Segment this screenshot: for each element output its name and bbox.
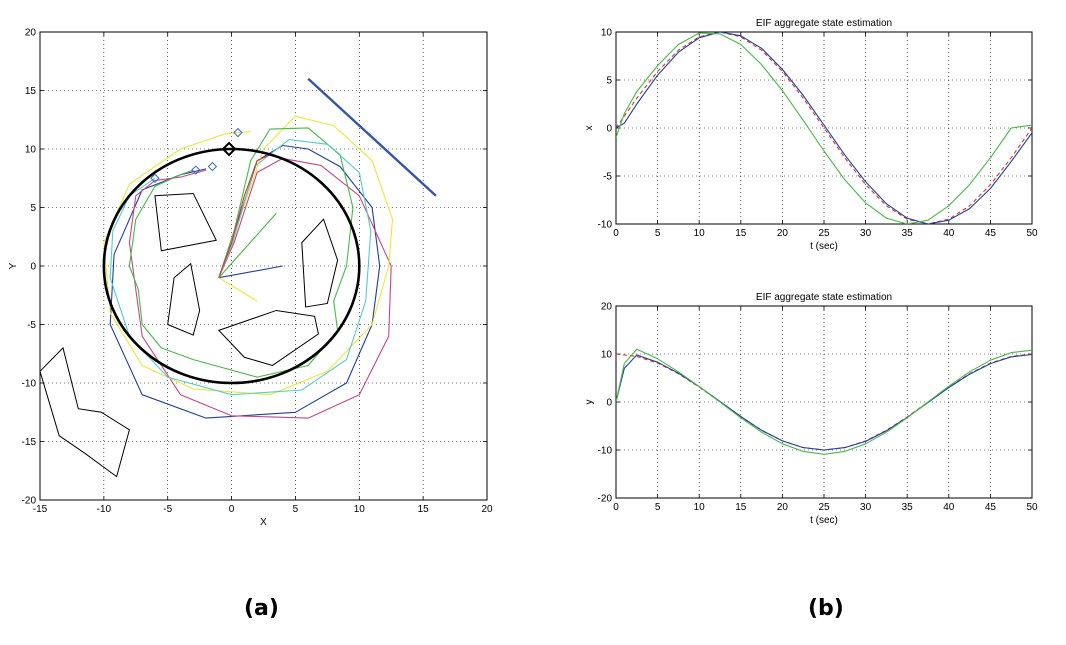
x-axis-label: t (sec) — [810, 515, 838, 526]
y-tick-label: -5 — [603, 172, 612, 183]
y-tick-label: 5 — [606, 76, 612, 87]
y-tick-label: -20 — [598, 494, 613, 505]
x-tick-label: 45 — [985, 228, 997, 239]
series-line — [218, 265, 283, 279]
series-line — [218, 212, 277, 279]
y-tick-label: 10 — [601, 350, 613, 361]
agent-marker — [150, 173, 160, 183]
target-marker — [221, 141, 237, 157]
y-tick-label: 15 — [25, 86, 37, 97]
obstacle-polygon — [154, 192, 217, 252]
x-tick-label: 30 — [860, 228, 872, 239]
y-axis-label: Y — [8, 262, 19, 269]
x-tick-label: -5 — [163, 504, 172, 515]
y-tick-label: 10 — [25, 145, 37, 156]
y-tick-label: 20 — [25, 28, 37, 39]
agent-marker — [191, 165, 201, 175]
y-tick-label: 10 — [601, 28, 613, 39]
x-tick-label: 45 — [985, 502, 997, 513]
x-tick-label: -10 — [97, 504, 112, 515]
plot-title: EIF aggregate state estimation — [756, 18, 892, 29]
y-tick-label: -5 — [27, 320, 36, 331]
y-tick-label: -10 — [598, 446, 613, 457]
obstacle-polygon — [301, 218, 339, 308]
plot-area — [40, 77, 437, 478]
series-line — [616, 32, 1032, 224]
agent-marker — [233, 127, 243, 138]
x-tick-label: 50 — [1026, 228, 1038, 239]
y-axis-label: y — [584, 400, 595, 405]
y-tick-label: 0 — [606, 124, 612, 135]
x-tick-label: 15 — [418, 504, 430, 515]
agent-marker — [207, 161, 218, 172]
x-tick-label: 15 — [735, 502, 747, 513]
x-tick-label: 40 — [943, 228, 955, 239]
x-tick-label: 10 — [694, 228, 706, 239]
series-line — [218, 277, 258, 302]
x-axis-label: X — [260, 517, 267, 528]
caption-b: (b) — [808, 596, 844, 621]
y-tick-label: -20 — [22, 496, 37, 507]
plot-frame — [39, 31, 488, 501]
x-tick-label: 5 — [655, 502, 661, 513]
series-line — [616, 353, 1032, 451]
x-tick-label: 25 — [818, 502, 830, 513]
y-tick-label: -10 — [598, 220, 613, 231]
y-tick-label: 0 — [30, 262, 36, 273]
series-line — [103, 115, 394, 396]
x-tick-label: 20 — [777, 228, 789, 239]
obstacle-polygon — [40, 346, 130, 478]
obstacle-polygon — [167, 262, 201, 336]
y-tick-label: -15 — [22, 437, 37, 448]
series-line — [218, 154, 271, 278]
series-line — [109, 139, 372, 396]
x-tick-label: 20 — [481, 504, 493, 515]
x-tick-label: -15 — [33, 504, 48, 515]
y-estimation-plot: 0 5 10 15 20 25 30 35 40 45 50 -20 -10 0 10 20 t (sec) y E… — [584, 292, 1038, 526]
plot-area — [616, 32, 1032, 224]
x-axis-label: t (sec) — [810, 241, 838, 252]
y-tick-label: 5 — [30, 203, 36, 214]
y-axis-label: x — [584, 126, 595, 131]
x-tick-label: 30 — [860, 502, 872, 513]
x-tick-label: 35 — [902, 502, 914, 513]
x-tick-label: 40 — [943, 502, 955, 513]
y-tick-label: -10 — [22, 379, 37, 390]
caption-a: (a) — [244, 596, 279, 621]
x-tick-label: 25 — [818, 228, 830, 239]
x-tick-label: 20 — [777, 502, 789, 513]
x-tick-label: 10 — [354, 504, 366, 515]
series-line — [128, 127, 354, 378]
x-tick-label: 10 — [694, 502, 706, 513]
plot-title: EIF aggregate state estimation — [756, 292, 892, 303]
x-tick-label: 35 — [902, 228, 914, 239]
obstacle-polygon — [217, 309, 319, 366]
x-tick-label: 15 — [735, 228, 747, 239]
series-line — [616, 32, 1032, 224]
x-tick-label: 5 — [655, 228, 661, 239]
y-tick-label: 20 — [601, 302, 613, 313]
series-line — [616, 348, 1032, 455]
reference-line-segment — [307, 77, 437, 197]
x-tick-label: 0 — [613, 502, 619, 513]
x-estimation-plot: 0 5 10 15 20 25 30 35 40 45 50 -10 -5 0 5 10 t (sec) x EIF… — [584, 18, 1038, 252]
x-tick-label: 0 — [229, 504, 235, 515]
x-tick-label: 0 — [613, 228, 619, 239]
plot-area — [616, 348, 1032, 455]
x-tick-label: 50 — [1026, 502, 1038, 513]
formation-circle — [102, 147, 361, 385]
series-line — [616, 32, 1032, 224]
y-tick-label: 0 — [606, 398, 612, 409]
x-tick-label: 5 — [293, 504, 299, 515]
